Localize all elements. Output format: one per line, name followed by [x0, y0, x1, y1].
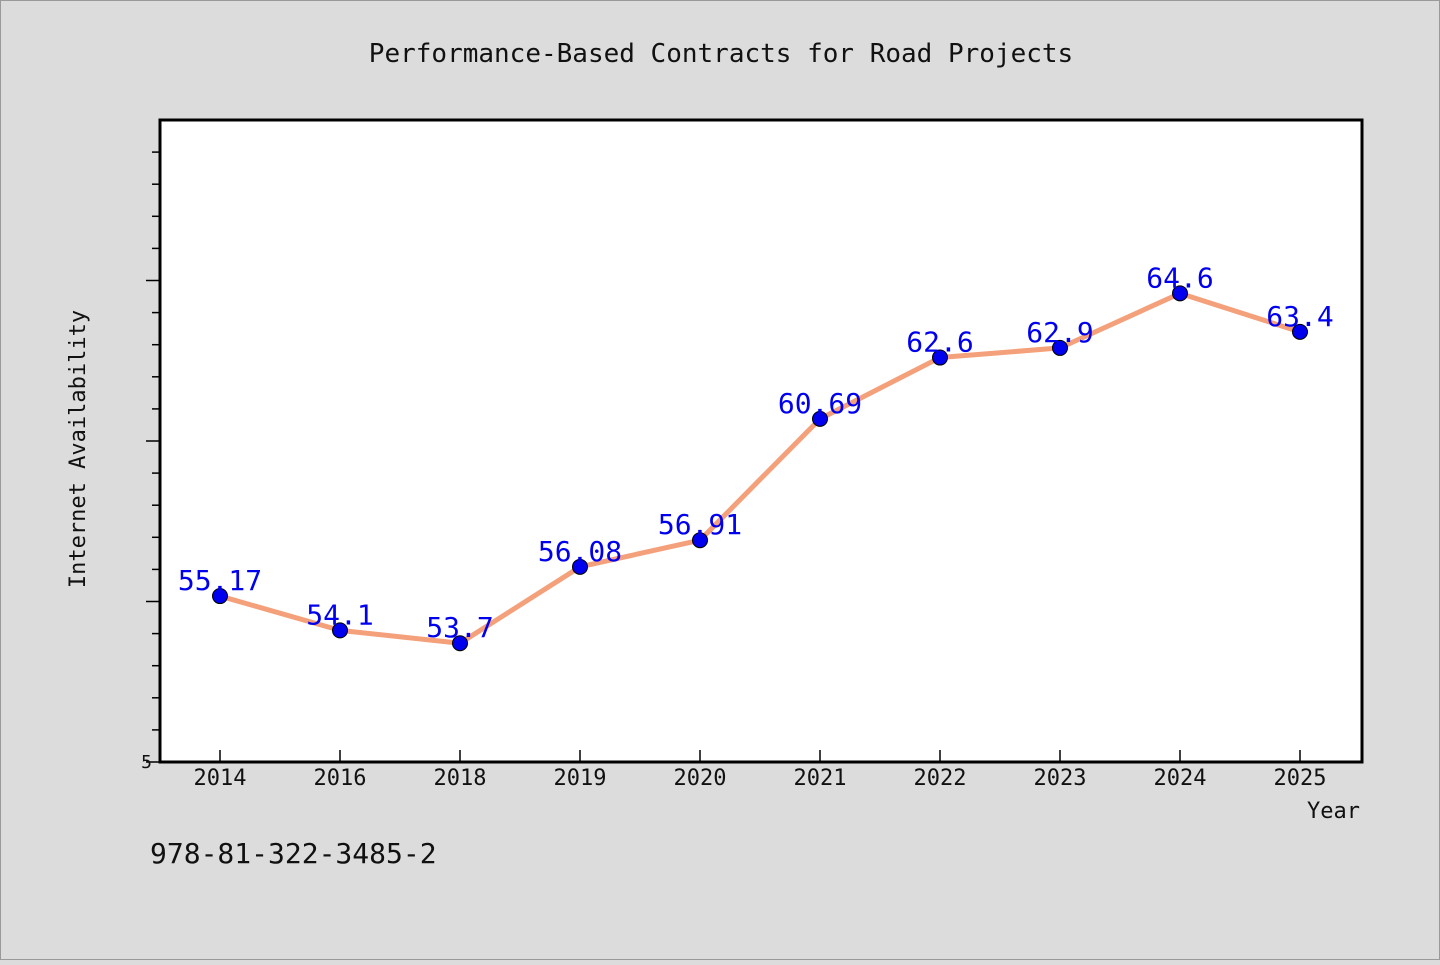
data-label: 56.08 [538, 535, 622, 568]
isbn-text: 978-81-322-3485-2 [150, 837, 437, 870]
y-axis-label: Internet Availability [66, 310, 91, 588]
chart-title: Performance-Based Contracts for Road Pro… [369, 39, 1073, 69]
x-tick-label: 2023 [1034, 766, 1087, 791]
data-label: 53.7 [426, 611, 493, 644]
x-axis-ticks: 2014 2016 2018 2019 2020 2021 2022 2023 2024 2025 [194, 750, 1327, 791]
series-line [217, 290, 1303, 646]
series-markers [212, 285, 1308, 652]
data-point [212, 588, 228, 605]
data-label: 63.4 [1266, 300, 1333, 333]
data-label: 62.9 [1026, 316, 1093, 349]
x-tick-label: 2024 [1154, 766, 1207, 791]
data-labels: 55.17 54.1 53.7 56.08 56.91 60.69 62.6 62.9 64.6… [178, 261, 1334, 644]
plot-area [158, 118, 1364, 764]
x-tick-label: 2016 [314, 766, 367, 791]
data-label: 56.91 [658, 508, 742, 541]
data-label: 64.6 [1146, 261, 1213, 294]
data-label: 54.1 [306, 598, 373, 631]
data-point [1052, 339, 1068, 356]
x-tick-label: 2025 [1274, 766, 1327, 791]
y-axis-ticks: 5 [141, 151, 160, 773]
data-point [932, 349, 948, 366]
data-point [1292, 323, 1308, 340]
x-axis-label: Year [1307, 799, 1360, 824]
data-point [812, 410, 828, 427]
data-point [572, 558, 588, 575]
x-tick-label: 2020 [674, 766, 727, 791]
data-label: 62.6 [906, 326, 973, 359]
x-tick-label: 2019 [554, 766, 607, 791]
x-tick-label: 2018 [434, 766, 487, 791]
x-tick-label: 2014 [194, 766, 247, 791]
x-tick-label: 2021 [794, 766, 847, 791]
data-point [1172, 285, 1188, 302]
data-label: 55.17 [178, 564, 262, 597]
data-point [452, 635, 468, 652]
data-point [692, 532, 708, 549]
x-tick-label: 2022 [914, 766, 967, 791]
y-tick-label: 5 [141, 752, 152, 773]
data-label: 60.69 [778, 387, 862, 420]
data-point [332, 622, 348, 639]
